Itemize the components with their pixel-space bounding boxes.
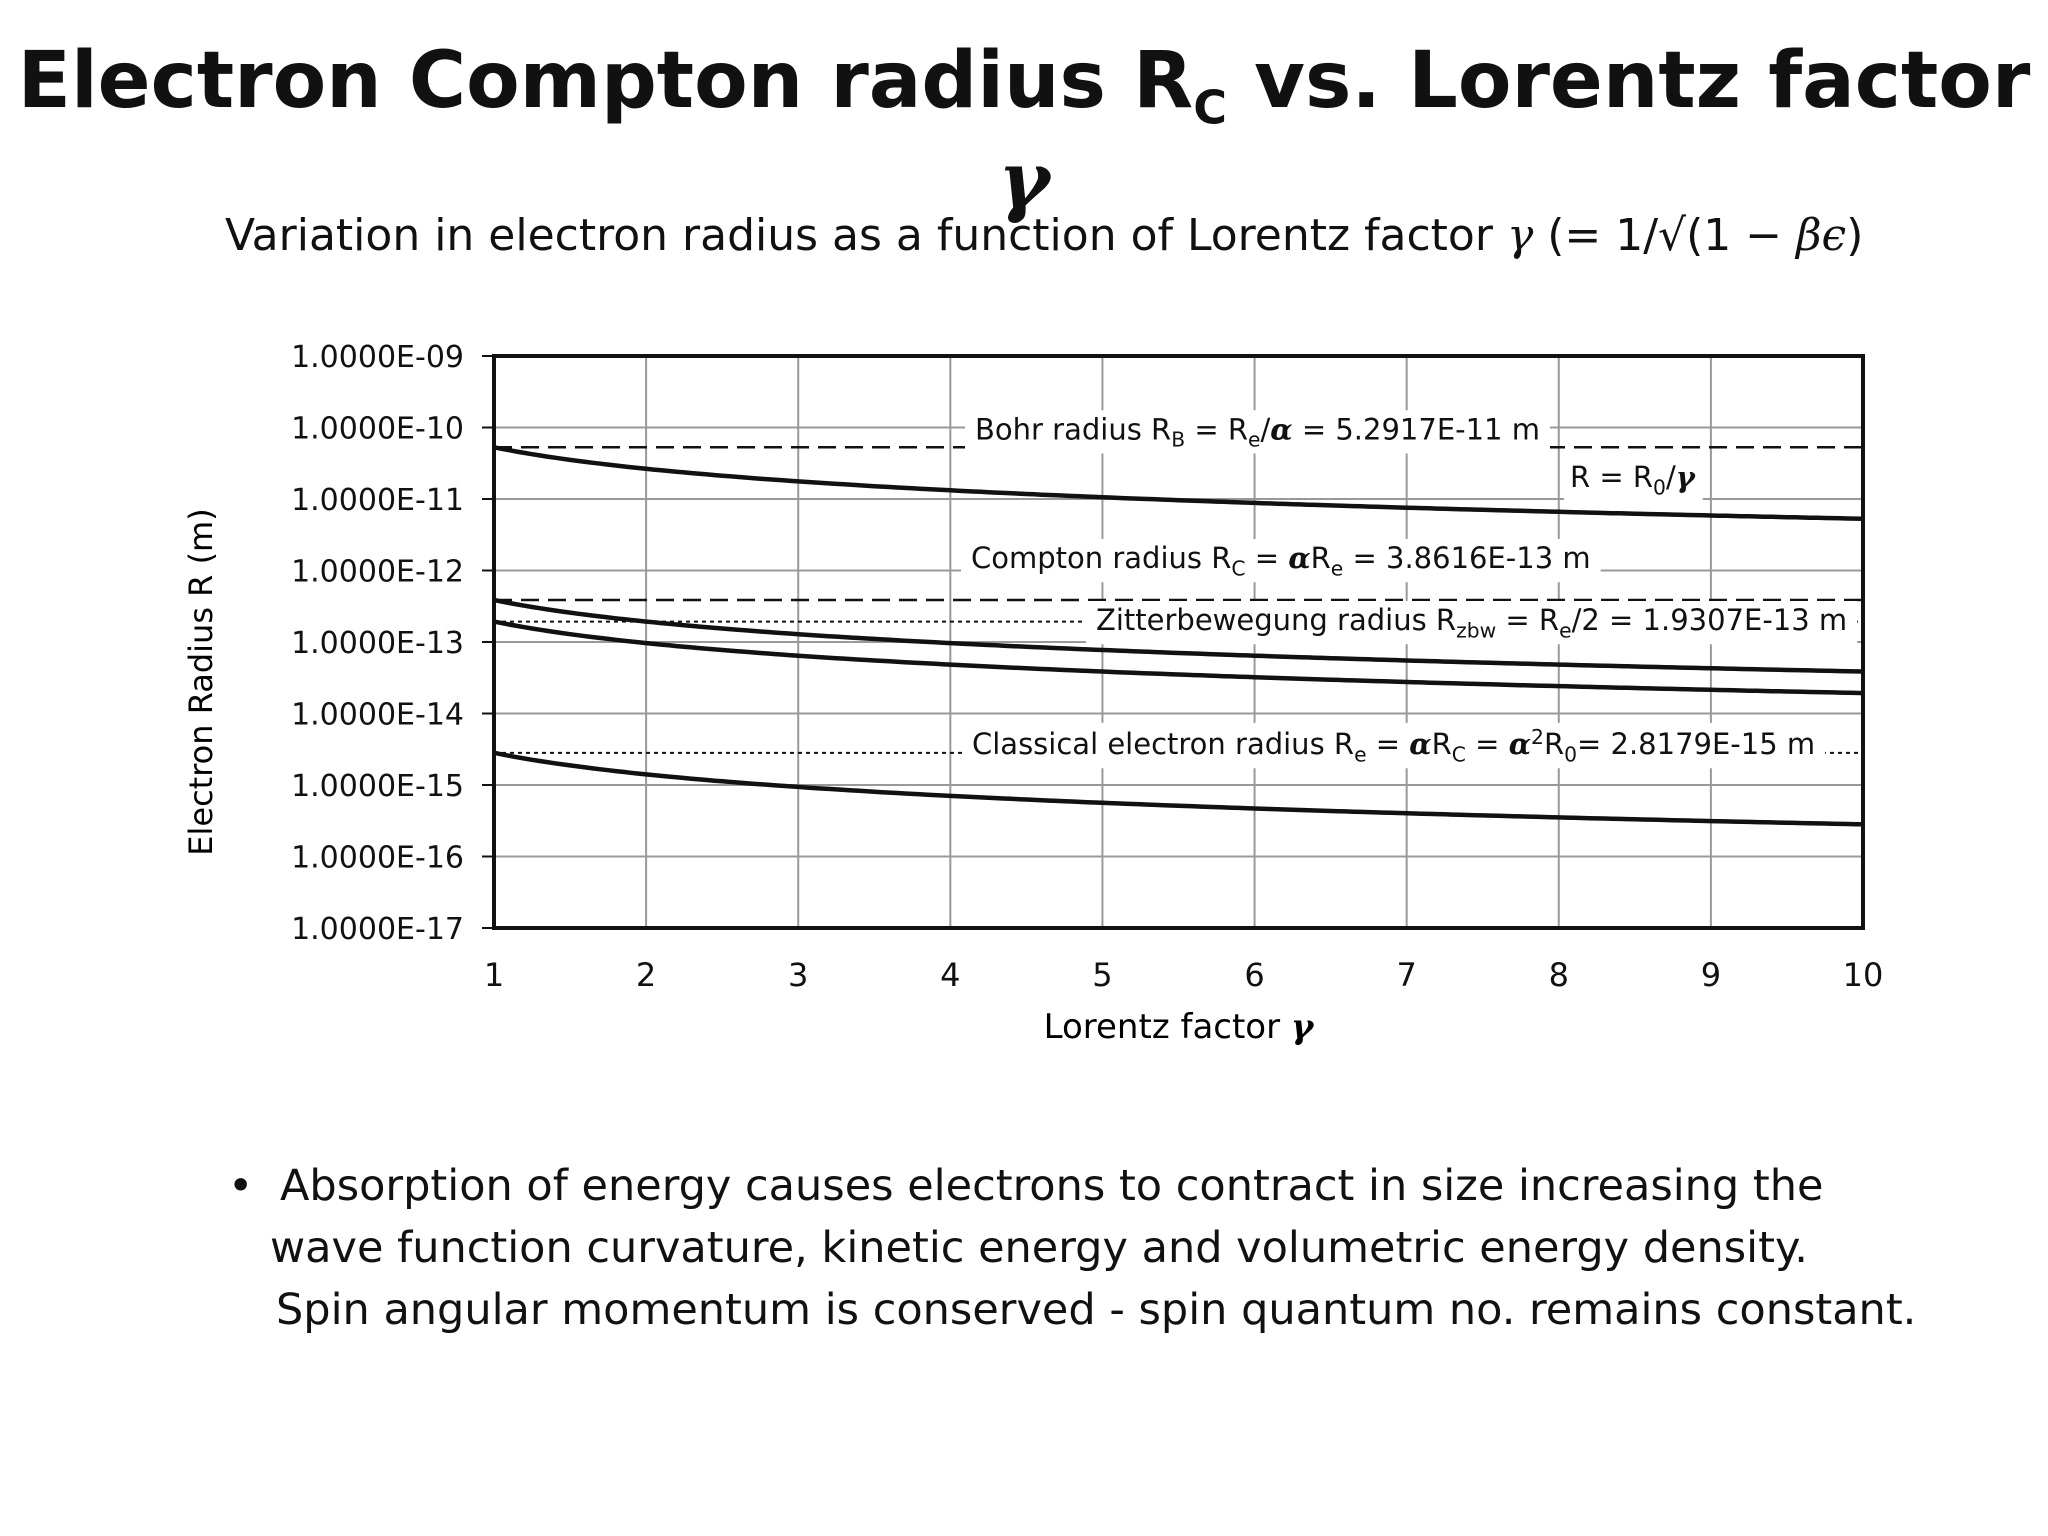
y-axis-title: Electron Radius R (m)	[182, 508, 220, 855]
tick-labels: 1 2 3 4 5 6 7 8 9 10 1.0000E-09 1.0000E-10 1.0000E-1…	[291, 340, 1883, 994]
subtitle-end: )	[1846, 210, 1864, 261]
x-tick-label: 1	[484, 956, 504, 994]
subtitle-mid: (= 1/√(1 −	[1533, 210, 1797, 261]
reference-label: Classical electron radius Re​ = αRC​ = α…	[972, 725, 1815, 766]
curve-annotation-bg	[1564, 458, 1703, 502]
subtitle-pre: Variation in electron radius as a functi…	[225, 210, 1507, 261]
y-tick-label: 1.0000E-10	[291, 412, 464, 447]
title-subscript: C	[1193, 80, 1227, 135]
reference-label: Bohr radius RB​ = Re​/α = 5.2917E-11 m	[975, 412, 1540, 451]
reference-label-bg	[1086, 601, 1858, 645]
series-curve	[493, 445, 1864, 522]
series-curve	[493, 750, 1864, 827]
y-tick-label: 1.0000E-14	[291, 698, 464, 733]
bullet-point: • Absorption of energy causes electrons …	[228, 1155, 1940, 1341]
series-curve	[493, 619, 1864, 696]
chart-subtitle: Variation in electron radius as a functi…	[225, 210, 1863, 261]
x-tick-label: 9	[1701, 956, 1721, 994]
y-tick-label: 1.0000E-11	[291, 483, 464, 518]
x-tick-label: 6	[1244, 956, 1264, 994]
x-tick-label: 3	[788, 956, 808, 994]
x-tick-label: 5	[1092, 956, 1112, 994]
title-gamma: γ	[998, 134, 1050, 226]
x-axis-title: Lorentz factor γ	[1044, 1007, 1315, 1047]
x-tick-label: 8	[1549, 956, 1569, 994]
y-tick-label: 1.0000E-09	[291, 340, 464, 375]
reference-label-bg	[962, 722, 1826, 769]
reference-label-bg	[961, 539, 1601, 583]
y-tick-label: 1.0000E-17	[291, 912, 464, 947]
y-tick-label: 1.0000E-15	[291, 769, 464, 804]
y-tick-label: 1.0000E-16	[291, 841, 464, 876]
slide-title: Electron Compton radius RC vs. Lorentz f…	[0, 36, 2048, 226]
plot-frame	[492, 354, 1865, 930]
y-tick-label: 1.0000E-12	[291, 555, 464, 590]
x-tick-label: 4	[940, 956, 960, 994]
reference-label: Zitterbewegung radius Rzbw​ = Re​/2 = 1.…	[1096, 603, 1847, 642]
subtitle-gamma: γ	[1506, 210, 1534, 261]
reference-labels: Bohr radius RB​ = Re​/α = 5.2917E-11 m Co…	[961, 410, 1858, 769]
bullet-line-3: Spin angular momentum is conserved - spi…	[276, 1285, 1917, 1335]
x-tick-label: 2	[636, 956, 656, 994]
x-tick-label: 7	[1396, 956, 1416, 994]
series-curve	[493, 597, 1864, 674]
subtitle-beta: βϵ	[1796, 210, 1847, 261]
y-tick-label: 1.0000E-13	[291, 626, 464, 661]
x-tick-label: 10	[1843, 956, 1884, 994]
bullet-line-2: wave function curvature, kinetic energy …	[270, 1223, 1808, 1273]
bullet-line-1: Absorption of energy causes electrons to…	[280, 1161, 1824, 1211]
title-main: Electron Compton radius R	[17, 36, 1194, 126]
reference-label-bg	[965, 410, 1550, 454]
curve-annotation: R = R0​/γ	[1570, 460, 1697, 499]
title-rest: vs. Lorentz factor	[1226, 36, 2031, 126]
reference-label: Compton radius RC​ = αRe​ = 3.8616E-13 m	[971, 541, 1591, 580]
series-lines	[493, 445, 1864, 827]
bullet-symbol: •	[228, 1161, 254, 1211]
